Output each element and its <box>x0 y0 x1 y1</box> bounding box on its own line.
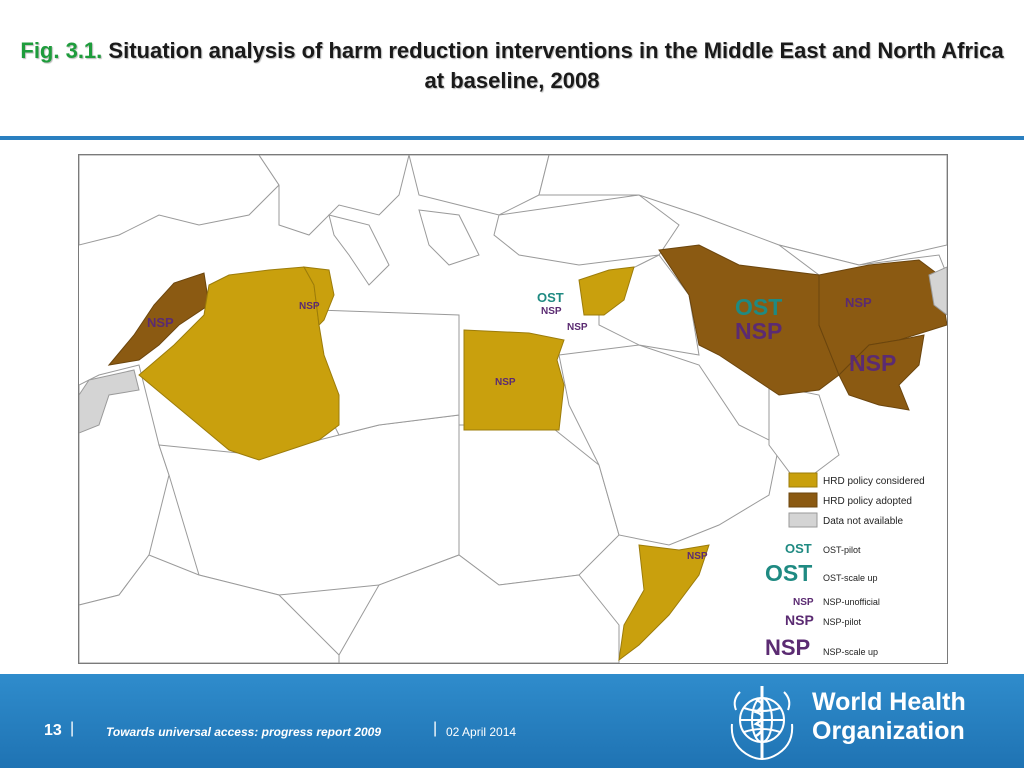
legend-symbol-nsp-scale: NSP <box>765 635 810 660</box>
page-number: 13 <box>44 722 62 739</box>
syria-region <box>578 266 635 316</box>
legend-label-ost-pilot: OST-pilot <box>823 545 861 555</box>
legend-symbol-nsp-pilot: NSP <box>785 612 814 628</box>
morocco-region <box>107 272 210 366</box>
considered-regions <box>138 266 710 662</box>
arabian-sea-coast-outline <box>768 384 840 486</box>
legend-symbol-ost-scale: OST <box>765 560 812 586</box>
legend-label-ost-scale: OST-scale up <box>823 573 878 583</box>
east-africa-outline <box>338 554 620 663</box>
western-sahara-region <box>79 369 140 434</box>
footer-bar: 13 | Towards universal access: progress … <box>0 674 1024 768</box>
report-date: 02 April 2014 <box>446 725 517 739</box>
legend-label-nsp-pilot: NSP-pilot <box>823 617 862 627</box>
legend-label-adopted: HRD policy adopted <box>823 496 912 507</box>
afghanistan-region <box>818 259 947 376</box>
central-africa-outline <box>79 554 340 663</box>
label-algeria: NSP <box>299 301 320 312</box>
legend-symbol-ost-pilot: OST <box>785 541 812 556</box>
footer-separator: | <box>70 720 75 737</box>
pakistan-region <box>838 334 925 411</box>
turkey-outline <box>493 194 680 266</box>
iran-region <box>658 244 840 396</box>
somalia-region <box>618 544 710 662</box>
legend-label-nsp-scale: NSP-scale up <box>823 647 878 657</box>
tunisia-region <box>303 266 335 327</box>
title-divider <box>0 136 1024 140</box>
figure-number: Fig. 3.1. <box>20 38 103 63</box>
footer-separator: | <box>433 720 438 737</box>
label-iran-nsp: NSP <box>735 318 782 344</box>
legend-swatch-no-data <box>788 512 818 528</box>
who-emblem-icon <box>730 686 794 760</box>
figure-title-text: Situation analysis of harm reduction int… <box>108 38 1004 93</box>
label-egypt: NSP <box>495 377 516 388</box>
label-iran-ost: OST <box>735 294 782 320</box>
italy-outline <box>328 214 390 286</box>
legend-swatch-considered <box>788 472 818 488</box>
report-title: Towards universal access: progress repor… <box>106 725 382 739</box>
map-figure: NSP NSP NSP OST NSP NSP OST NSP NSP NSP … <box>78 154 948 664</box>
legend-label-considered: HRD policy considered <box>823 476 925 487</box>
label-afghanistan: NSP <box>845 295 872 310</box>
who-wordmark: World Health Organization <box>812 688 966 746</box>
legend-label-no-data: Data not available <box>823 516 903 527</box>
adopted-regions <box>107 244 947 411</box>
context-countries <box>79 155 947 663</box>
legend-label-nsp-unofficial: NSP-unofficial <box>823 597 880 607</box>
map-labels: NSP NSP NSP OST NSP NSP OST NSP NSP NSP … <box>147 290 896 562</box>
central-europe-outline <box>258 155 410 236</box>
label-morocco: NSP <box>147 315 174 330</box>
egypt-region <box>463 329 565 431</box>
arabia-outline <box>558 344 780 546</box>
east-edge-region <box>928 266 947 316</box>
algeria-region <box>138 266 340 461</box>
label-lebanon-nsp: NSP <box>541 306 562 317</box>
slide-title: Fig. 3.1. Situation analysis of harm red… <box>20 36 1004 96</box>
map-svg: NSP NSP NSP OST NSP NSP OST NSP NSP NSP … <box>79 155 947 663</box>
no-data-regions <box>79 266 947 434</box>
label-somalia: NSP <box>687 551 708 562</box>
label-lebanon-ost: OST <box>537 290 564 305</box>
map-legend: HRD policy considered HRD policy adopted… <box>765 472 925 660</box>
who-wordmark-line1: World Health <box>812 688 966 716</box>
greece-outline <box>418 209 480 266</box>
legend-symbol-nsp-unofficial: NSP <box>793 597 814 608</box>
who-wordmark-line2: Organization <box>812 717 965 745</box>
legend-swatch-adopted <box>788 492 818 508</box>
label-pakistan: NSP <box>849 350 896 376</box>
label-jordan-nsp: NSP <box>567 322 588 333</box>
